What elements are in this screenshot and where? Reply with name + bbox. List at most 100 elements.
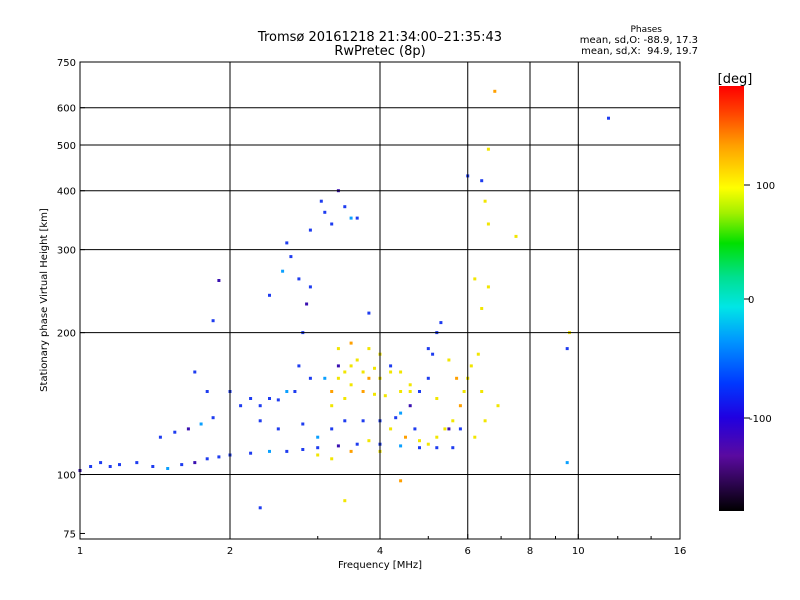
x-mode-point xyxy=(486,222,490,226)
o-mode-point xyxy=(399,411,403,415)
x-axis-ticks: 1 2 4 6 8 10 16 xyxy=(77,534,687,557)
chart-subtitle: RwPretec (8p) xyxy=(334,44,425,59)
o-mode-point xyxy=(268,449,271,453)
colorbar-ticks: 100 0 -100 xyxy=(744,181,775,425)
x-tick-label: 10 xyxy=(572,546,585,557)
o-mode-point xyxy=(258,419,262,423)
x-mode-point xyxy=(343,499,347,503)
o-mode-point xyxy=(305,302,309,306)
stats-title: Phases xyxy=(630,25,662,35)
o-mode-point xyxy=(268,397,271,400)
o-mode-point xyxy=(108,465,112,468)
x-mode-point xyxy=(336,376,340,380)
o-mode-point xyxy=(367,311,371,315)
y-tick-label: 100 xyxy=(57,471,76,482)
o-mode-point xyxy=(186,427,190,431)
o-mode-point xyxy=(349,216,353,220)
x-mode-point xyxy=(373,366,376,370)
x-tick-label: 6 xyxy=(465,546,471,557)
colorbar-tick-label: 100 xyxy=(756,181,775,192)
x-mode-point xyxy=(389,370,393,374)
o-mode-point xyxy=(308,228,312,232)
o-mode-point xyxy=(199,422,203,426)
x-mode-point xyxy=(408,383,412,387)
stats-o-line: mean, sd,O: -88.9, 17.3 xyxy=(580,35,698,46)
o-mode-point xyxy=(193,461,197,465)
o-mode-point xyxy=(135,461,139,465)
o-mode-point xyxy=(211,416,215,420)
x-mode-point xyxy=(469,364,473,368)
o-mode-point xyxy=(316,446,320,450)
o-mode-point xyxy=(323,376,327,380)
o-mode-point xyxy=(205,457,209,461)
o-mode-point xyxy=(319,199,323,203)
x-mode-point xyxy=(367,347,371,351)
o-mode-point xyxy=(565,461,569,465)
colorbar-tick-label: -100 xyxy=(749,414,772,425)
x-mode-point xyxy=(361,370,365,374)
x-mode-point xyxy=(361,390,365,393)
x-mode-point xyxy=(480,307,484,310)
o-mode-point xyxy=(413,427,417,431)
o-mode-point xyxy=(408,404,412,408)
x-mode-point xyxy=(336,347,340,351)
o-mode-point xyxy=(276,427,280,431)
o-mode-point xyxy=(418,390,421,393)
x-mode-point xyxy=(399,370,403,374)
x-mode-point xyxy=(349,364,353,368)
o-mode-point xyxy=(268,293,271,297)
o-mode-point xyxy=(308,376,312,380)
x-mode-point xyxy=(473,435,477,439)
o-mode-point xyxy=(301,422,305,426)
o-mode-point xyxy=(451,446,455,450)
x-axis-label: Frequency [MHz] xyxy=(338,560,422,571)
o-mode-point xyxy=(205,390,209,393)
x-tick-label: 8 xyxy=(527,546,533,557)
y-tick-label: 400 xyxy=(57,187,76,198)
y-axis-ticks: 75 100 200 300 400 500 600 750 xyxy=(57,58,85,540)
x-mode-point xyxy=(483,419,487,423)
x-mode-point xyxy=(330,390,334,393)
x-mode-point xyxy=(355,358,359,362)
x-mode-point xyxy=(367,376,371,380)
o-mode-point xyxy=(607,116,610,120)
o-mode-point xyxy=(285,449,289,453)
x-mode-point xyxy=(443,427,447,431)
x-mode-point xyxy=(455,376,459,380)
x-mode-point xyxy=(458,404,462,408)
o-mode-point xyxy=(323,210,327,214)
x-mode-point xyxy=(493,89,497,93)
x-mode-point xyxy=(435,397,439,400)
x-mode-point xyxy=(435,435,439,439)
x-mode-point xyxy=(343,370,347,374)
o-mode-point xyxy=(217,279,221,282)
o-mode-point xyxy=(301,448,305,451)
o-mode-point xyxy=(297,277,301,281)
o-mode-point xyxy=(293,390,297,393)
o-mode-point xyxy=(330,222,334,226)
o-mode-point xyxy=(166,467,170,470)
o-mode-point xyxy=(343,205,347,209)
x-mode-point xyxy=(473,277,477,281)
y-tick-label: 750 xyxy=(57,58,76,69)
x-tick-label: 16 xyxy=(674,546,687,557)
x-mode-point xyxy=(476,352,480,356)
data-points xyxy=(78,89,610,510)
x-tick-label: 2 xyxy=(227,546,233,557)
o-mode-point xyxy=(276,398,280,402)
o-mode-point xyxy=(458,427,462,431)
o-mode-point xyxy=(285,241,289,245)
o-mode-point xyxy=(355,442,359,446)
o-mode-point xyxy=(330,427,334,431)
x-mode-point xyxy=(316,453,320,457)
x-mode-point xyxy=(404,435,407,439)
y-tick-label: 200 xyxy=(57,329,76,340)
colorbar-label: [deg] xyxy=(718,72,753,87)
colorbar xyxy=(719,86,744,511)
x-mode-point xyxy=(451,419,455,423)
o-mode-point xyxy=(361,419,365,423)
o-mode-point xyxy=(308,285,312,289)
o-mode-point xyxy=(249,451,253,455)
x-mode-point xyxy=(408,390,412,393)
